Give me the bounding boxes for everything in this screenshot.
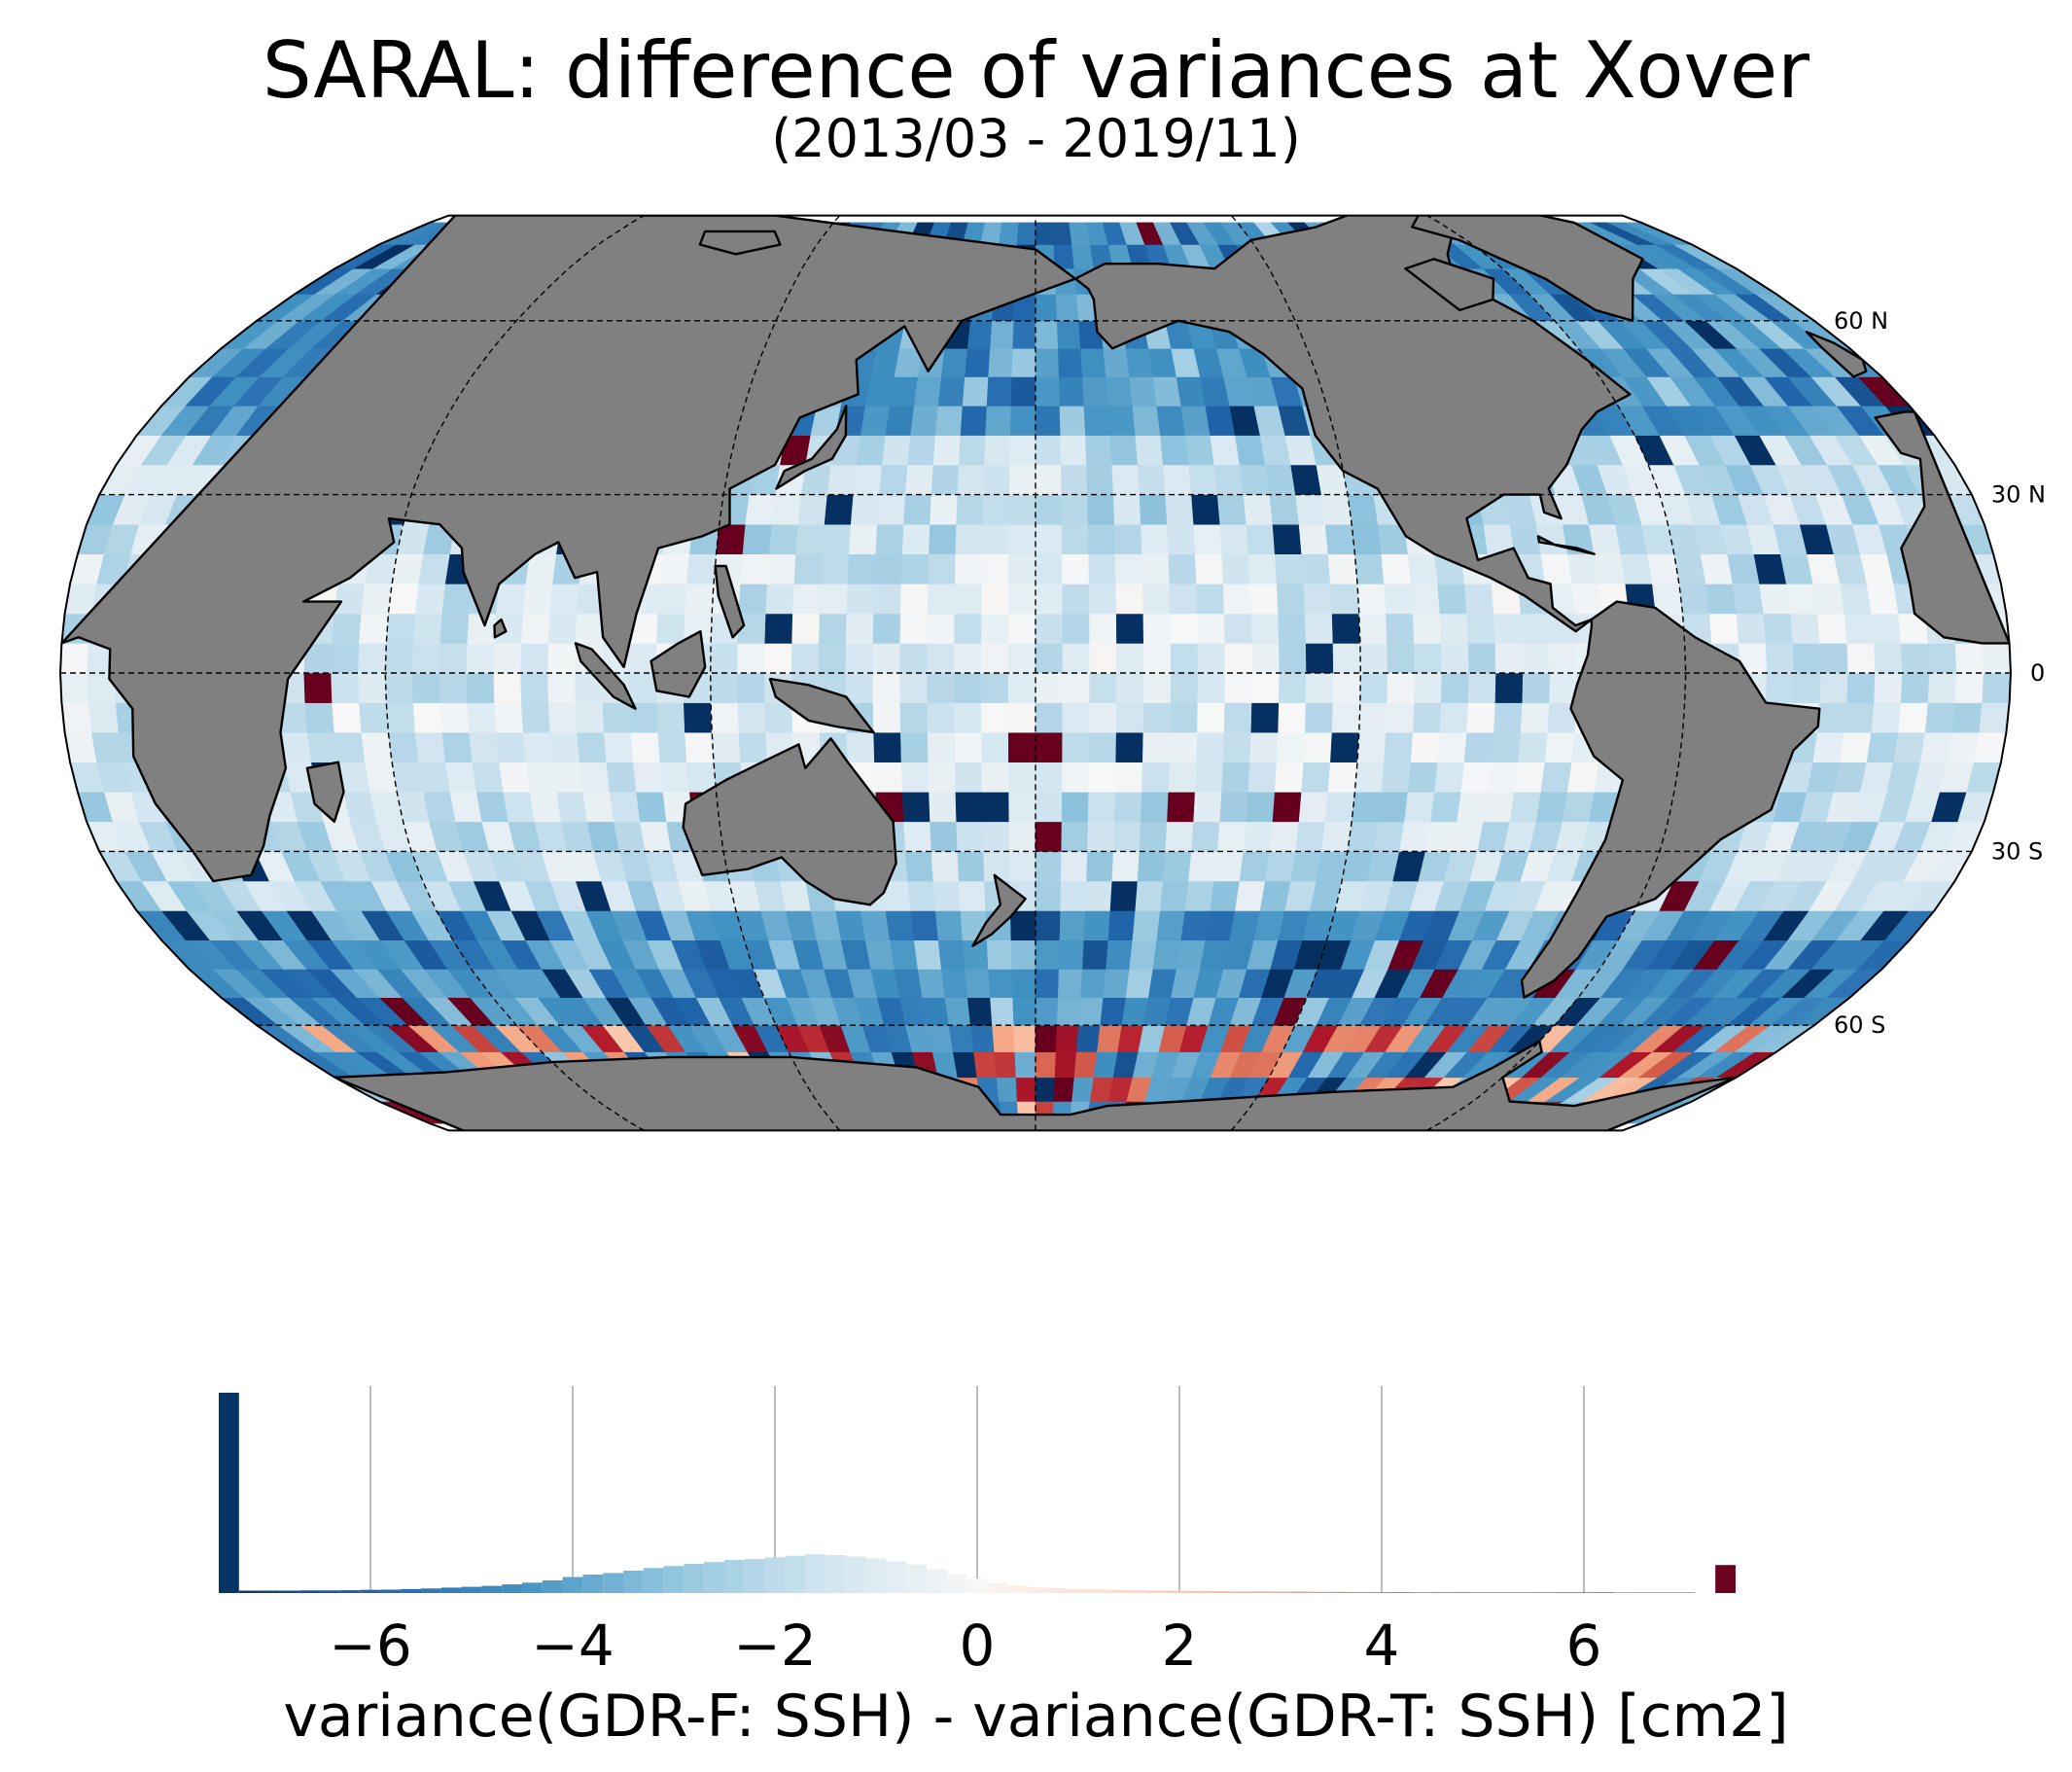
histogram-bar xyxy=(865,1558,887,1593)
histogram-bar xyxy=(663,1566,685,1593)
histogram-bar xyxy=(461,1586,482,1593)
histogram-bar xyxy=(1210,1591,1230,1593)
ocean-cells xyxy=(60,222,2011,1124)
histogram-bar xyxy=(1169,1590,1190,1593)
histogram-bar xyxy=(1553,1592,1574,1593)
histogram-bar xyxy=(1533,1592,1554,1593)
histogram-bar xyxy=(259,1590,280,1593)
x-axis-label: variance(GDR-F: SSH) - variance(GDR-T: S… xyxy=(283,1683,1789,1751)
histogram-bar xyxy=(1452,1592,1473,1593)
histogram-bar xyxy=(1028,1586,1048,1593)
histogram-bar xyxy=(1230,1591,1250,1593)
histogram-bar xyxy=(320,1590,340,1593)
histogram-bar xyxy=(906,1564,927,1593)
x-tick-label: 4 xyxy=(1364,1613,1400,1679)
chart-subtitle: (2013/03 - 2019/11) xyxy=(771,108,1301,169)
histogram-bar xyxy=(1432,1592,1453,1593)
histogram-bar xyxy=(966,1578,988,1593)
x-tick-label: −4 xyxy=(531,1613,615,1679)
histogram-bar xyxy=(744,1559,765,1593)
histogram-bar xyxy=(1472,1592,1493,1593)
x-tick-label: 0 xyxy=(960,1613,996,1679)
histogram-bar xyxy=(603,1573,623,1593)
histogram-bar xyxy=(299,1590,320,1593)
histogram-bar xyxy=(522,1582,543,1593)
x-tick-label: −6 xyxy=(329,1613,412,1679)
x-tick-label: 2 xyxy=(1162,1613,1198,1679)
histogram-bar xyxy=(704,1562,724,1593)
histogram-bar xyxy=(805,1554,825,1593)
histogram-bar xyxy=(562,1577,583,1593)
histogram-bar xyxy=(825,1554,846,1593)
histogram-bar xyxy=(785,1555,806,1593)
histogram-bar xyxy=(1007,1585,1028,1593)
histogram-bar xyxy=(219,1393,239,1593)
histogram-bar xyxy=(1270,1591,1291,1593)
histogram-tick-labels: −6 −4 −2 0 2 4 6 xyxy=(329,1613,1601,1679)
histogram-bar xyxy=(927,1569,947,1593)
histogram-bar xyxy=(582,1575,604,1593)
x-tick-label: 6 xyxy=(1566,1613,1602,1679)
histogram-bar xyxy=(1391,1592,1413,1593)
histogram-bar xyxy=(542,1580,563,1593)
histogram-bar xyxy=(401,1588,421,1593)
histogram-bar xyxy=(440,1587,462,1593)
histogram-bar xyxy=(1351,1592,1372,1593)
histogram-bar xyxy=(481,1585,503,1593)
histogram-bar xyxy=(1573,1592,1595,1593)
histogram-bar xyxy=(845,1556,866,1593)
histogram-bar xyxy=(1068,1588,1089,1593)
histogram-bar xyxy=(1047,1587,1069,1593)
histogram-bar xyxy=(360,1589,381,1593)
histogram-bar xyxy=(1513,1592,1533,1593)
histogram-bar xyxy=(1148,1590,1170,1593)
histogram-bar xyxy=(1311,1591,1331,1593)
histogram-bar xyxy=(380,1589,402,1593)
histogram-bar xyxy=(421,1588,441,1593)
histogram-bar xyxy=(1493,1592,1514,1593)
histogram-bar xyxy=(946,1574,967,1593)
histogram-bar xyxy=(1108,1589,1129,1593)
histogram-bar xyxy=(1331,1591,1352,1593)
histogram-bar xyxy=(339,1590,361,1593)
histogram-bar xyxy=(279,1590,300,1593)
histogram-bar xyxy=(1129,1590,1149,1593)
histogram-bar xyxy=(1371,1592,1392,1593)
histogram-bar xyxy=(1249,1591,1271,1593)
histogram-bar xyxy=(623,1570,644,1593)
histogram-grid xyxy=(369,1386,1585,1593)
histogram-bar xyxy=(1594,1592,1615,1593)
histogram-bar xyxy=(238,1590,260,1593)
histogram-bar xyxy=(724,1560,745,1593)
histogram-bar xyxy=(1412,1592,1432,1593)
x-tick-label: −2 xyxy=(733,1613,817,1679)
histogram-bar xyxy=(764,1557,786,1593)
histogram-bar xyxy=(1088,1589,1109,1593)
histogram-bar xyxy=(886,1561,907,1593)
histogram-bar xyxy=(1715,1565,1736,1593)
histogram-bar xyxy=(1189,1590,1211,1593)
histogram-bar xyxy=(502,1584,522,1593)
histogram-bar xyxy=(987,1582,1008,1593)
histogram-bar xyxy=(643,1568,664,1594)
chart-title: SARAL: difference of variances at Xover xyxy=(262,25,1810,116)
histogram-bar xyxy=(684,1564,705,1593)
histogram-bar xyxy=(1290,1591,1312,1593)
